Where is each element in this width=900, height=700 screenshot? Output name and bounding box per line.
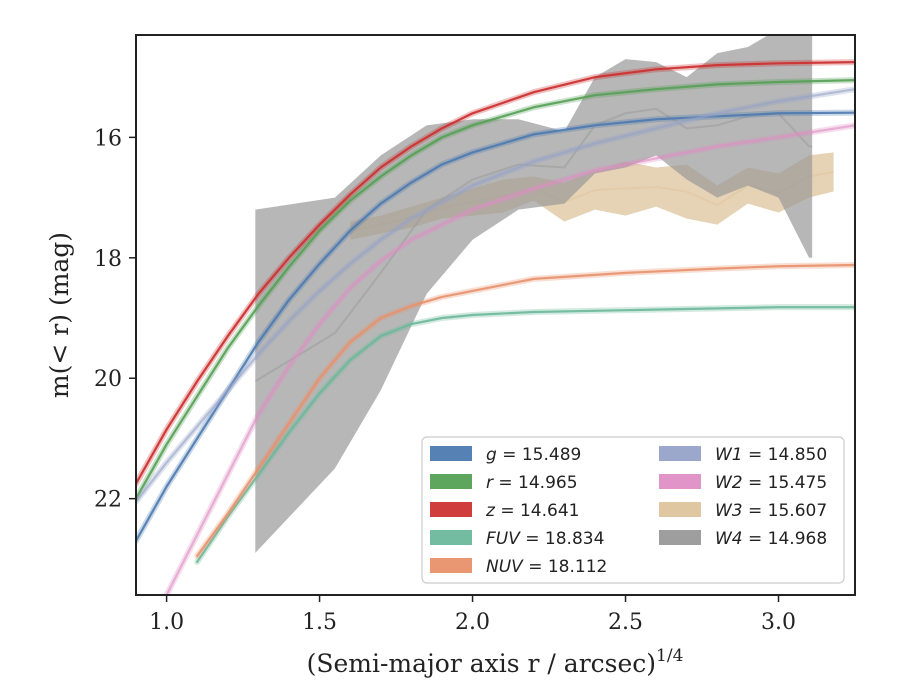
y-tick-label: 18 xyxy=(94,247,122,272)
legend-label-w3: W3 = 15.607 xyxy=(715,501,827,521)
legend-swatch-r xyxy=(430,474,472,489)
legend-swatch-w2 xyxy=(659,474,701,489)
x-axis-label: (Semi-major axis r / arcsec)1/4 xyxy=(307,646,684,678)
legend-label-nuv: NUV = 18.112 xyxy=(486,557,607,577)
y-tick-label: 22 xyxy=(94,488,122,513)
legend-swatch-w1 xyxy=(659,446,701,461)
x-axis: 1.0 1.5 2.0 2.5 3.0 xyxy=(149,595,796,635)
legend-label-r: r = 14.965 xyxy=(486,473,578,493)
x-tick-label: 1.5 xyxy=(302,610,337,635)
legend-swatch-z xyxy=(430,502,472,517)
legend-swatch-w3 xyxy=(659,502,701,517)
y-axis-label: m(< r) (mag) xyxy=(45,232,74,398)
x-tick-label: 1.0 xyxy=(149,610,184,635)
legend-swatch-g xyxy=(430,446,472,461)
legend-swatch-nuv xyxy=(430,558,472,573)
legend: g = 15.489 r = 14.965 z = 14.641 FUV = 18.8… xyxy=(422,437,844,583)
x-tick-label: 3.0 xyxy=(761,610,796,635)
y-tick-label: 20 xyxy=(94,367,122,392)
legend-label-w2: W2 = 15.475 xyxy=(715,473,827,493)
x-tick-label: 2.5 xyxy=(608,610,643,635)
legend-swatch-fuv xyxy=(430,530,472,545)
legend-swatch-w4 xyxy=(659,530,701,545)
legend-label-w4: W4 = 14.968 xyxy=(715,529,827,549)
legend-label-fuv: FUV = 18.834 xyxy=(486,529,604,549)
legend-label-z: z = 14.641 xyxy=(485,501,579,521)
y-tick-label: 16 xyxy=(94,126,122,151)
x-tick-label: 2.0 xyxy=(455,610,490,635)
y-axis: 16 18 20 22 xyxy=(94,126,136,512)
legend-label-g: g = 15.489 xyxy=(486,445,581,465)
legend-label-w1: W1 = 14.850 xyxy=(715,445,827,465)
